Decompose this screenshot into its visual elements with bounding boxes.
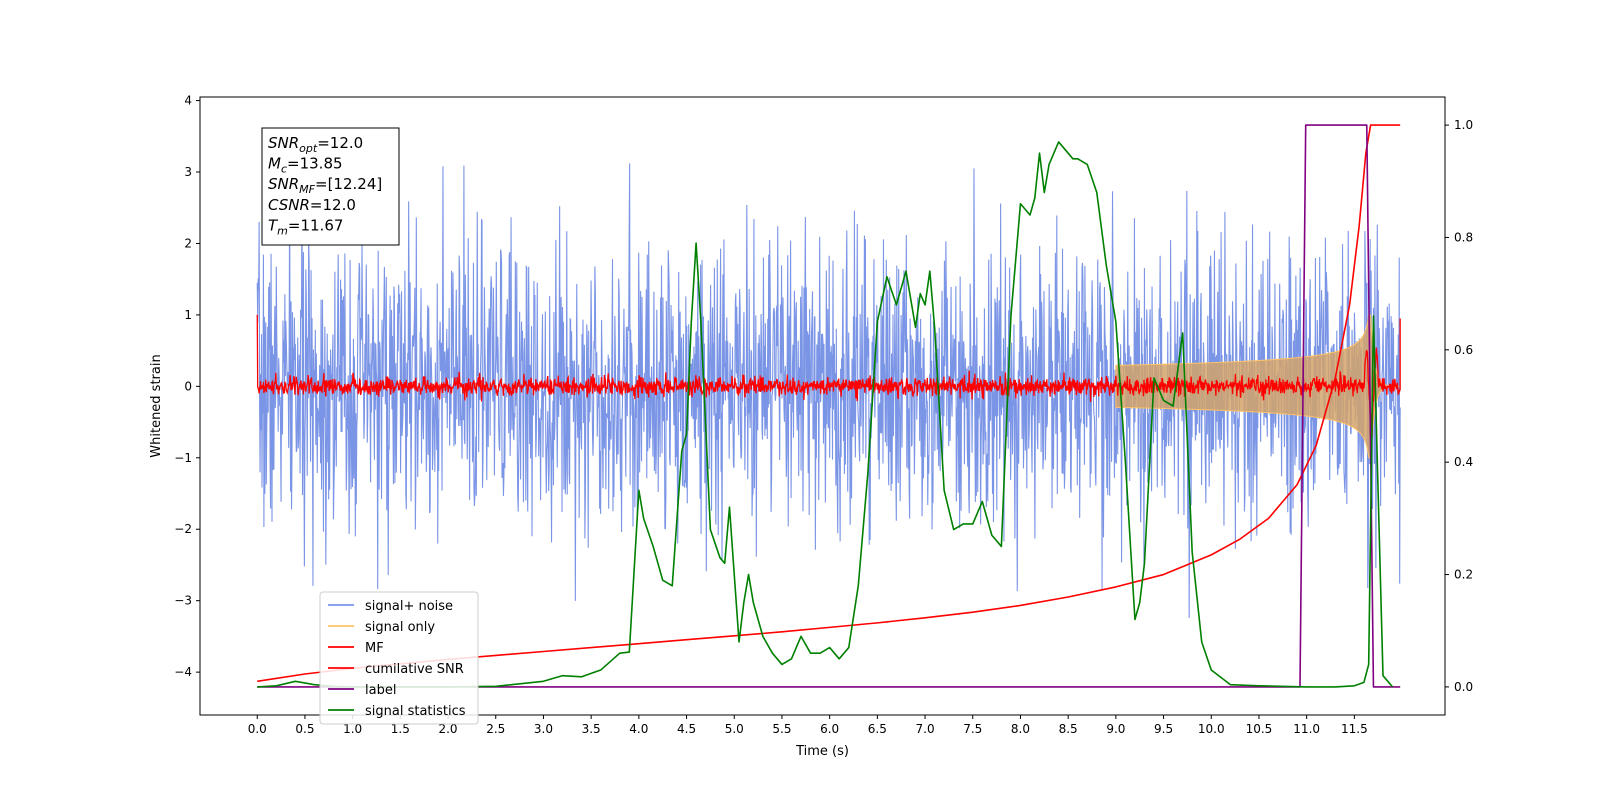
x-tick-label: 7.0 xyxy=(916,722,935,736)
x-tick-label: 10.0 xyxy=(1198,722,1225,736)
axes: 0.0 0.5 1.0 1.5 2.0 2.5 3.0 3.5 4.0 4.5 5.0 5.5 6.0 6… xyxy=(174,94,1473,736)
y-tick-label: 0 xyxy=(184,379,192,393)
legend: signal+ noise signal only MF cumilative SNR… xyxy=(319,591,479,725)
x-tick-label: 5.5 xyxy=(772,722,791,736)
series-label xyxy=(257,124,1401,688)
y2-tick-label: 0.6 xyxy=(1454,343,1473,357)
info-line: SNRopt=12.0 xyxy=(268,134,363,155)
legend-signal-noise: signal+ noise xyxy=(365,599,453,614)
info-line: Tm=11.67 xyxy=(268,216,343,237)
y-axis-label: Whitened strain xyxy=(149,354,164,457)
series-signal-statistics xyxy=(257,141,1394,688)
x-tick-label: 9.5 xyxy=(1154,722,1173,736)
plot-frame xyxy=(199,96,1446,716)
legend-signal-statistics: signal statistics xyxy=(365,704,466,719)
y2-tick-label: 0.2 xyxy=(1454,568,1473,582)
x-tick-label: 10.5 xyxy=(1246,722,1273,736)
x-tick-label: 6.5 xyxy=(868,722,887,736)
series-mf xyxy=(256,314,1401,438)
x-tick-label: 7.5 xyxy=(963,722,982,736)
x-tick-label: 2.5 xyxy=(486,722,505,736)
x-tick-label: 3.0 xyxy=(534,722,553,736)
x-tick-label: 1.0 xyxy=(343,722,362,736)
info-line: SNRMF=[12.24] xyxy=(268,175,382,196)
x-axis-label: Time (s) xyxy=(795,744,849,759)
y2-tick-label: 0.4 xyxy=(1454,455,1473,469)
info-box: SNRopt=12.0Mc=13.85SNRMF=[12.24]CSNR=12.… xyxy=(261,127,400,246)
x-tick-label: 11.0 xyxy=(1293,722,1320,736)
y-tick-label: −3 xyxy=(174,594,192,608)
x-tick-label: 4.0 xyxy=(629,722,648,736)
y-tick-label: −1 xyxy=(174,451,192,465)
series-signal-noise xyxy=(256,163,1401,618)
x-tick-label: 9.0 xyxy=(1106,722,1125,736)
x-tick-label: 6.0 xyxy=(820,722,839,736)
legend-frame xyxy=(319,591,479,725)
y-tick-label: 3 xyxy=(184,165,192,179)
y-tick-label: 4 xyxy=(184,94,192,108)
info-box-frame xyxy=(261,127,400,246)
y-tick-label: 1 xyxy=(184,308,192,322)
info-line: CSNR=12.0 xyxy=(268,196,356,214)
plot-area xyxy=(256,124,1401,688)
x-tick-label: 8.5 xyxy=(1059,722,1078,736)
x-tick-label: 3.5 xyxy=(582,722,601,736)
y-tick-label: 2 xyxy=(184,236,192,250)
x-tick-label: 2.0 xyxy=(438,722,457,736)
y2-tick-label: 1.0 xyxy=(1454,118,1473,132)
info-line: Mc=13.85 xyxy=(268,155,343,176)
series-cumulative-snr xyxy=(257,124,1401,683)
x-tick-label: 0.5 xyxy=(295,722,314,736)
legend-mf: MF xyxy=(365,641,384,656)
legend-label: label xyxy=(365,683,396,698)
y2-tick-label: 0.8 xyxy=(1454,230,1473,244)
x-tick-label: 8.0 xyxy=(1011,722,1030,736)
x-tick-label: 11.5 xyxy=(1341,722,1368,736)
y2-tick-label: 0.0 xyxy=(1454,680,1473,694)
legend-signal-only: signal only xyxy=(365,620,435,635)
y-tick-label: −4 xyxy=(174,665,192,679)
y-tick-label: −2 xyxy=(174,522,192,536)
x-tick-label: 5.0 xyxy=(725,722,744,736)
x-tick-label: 0.0 xyxy=(248,722,267,736)
legend-cumulative-snr: cumilative SNR xyxy=(365,662,464,677)
x-tick-label: 1.5 xyxy=(391,722,410,736)
x-tick-label: 4.5 xyxy=(677,722,696,736)
